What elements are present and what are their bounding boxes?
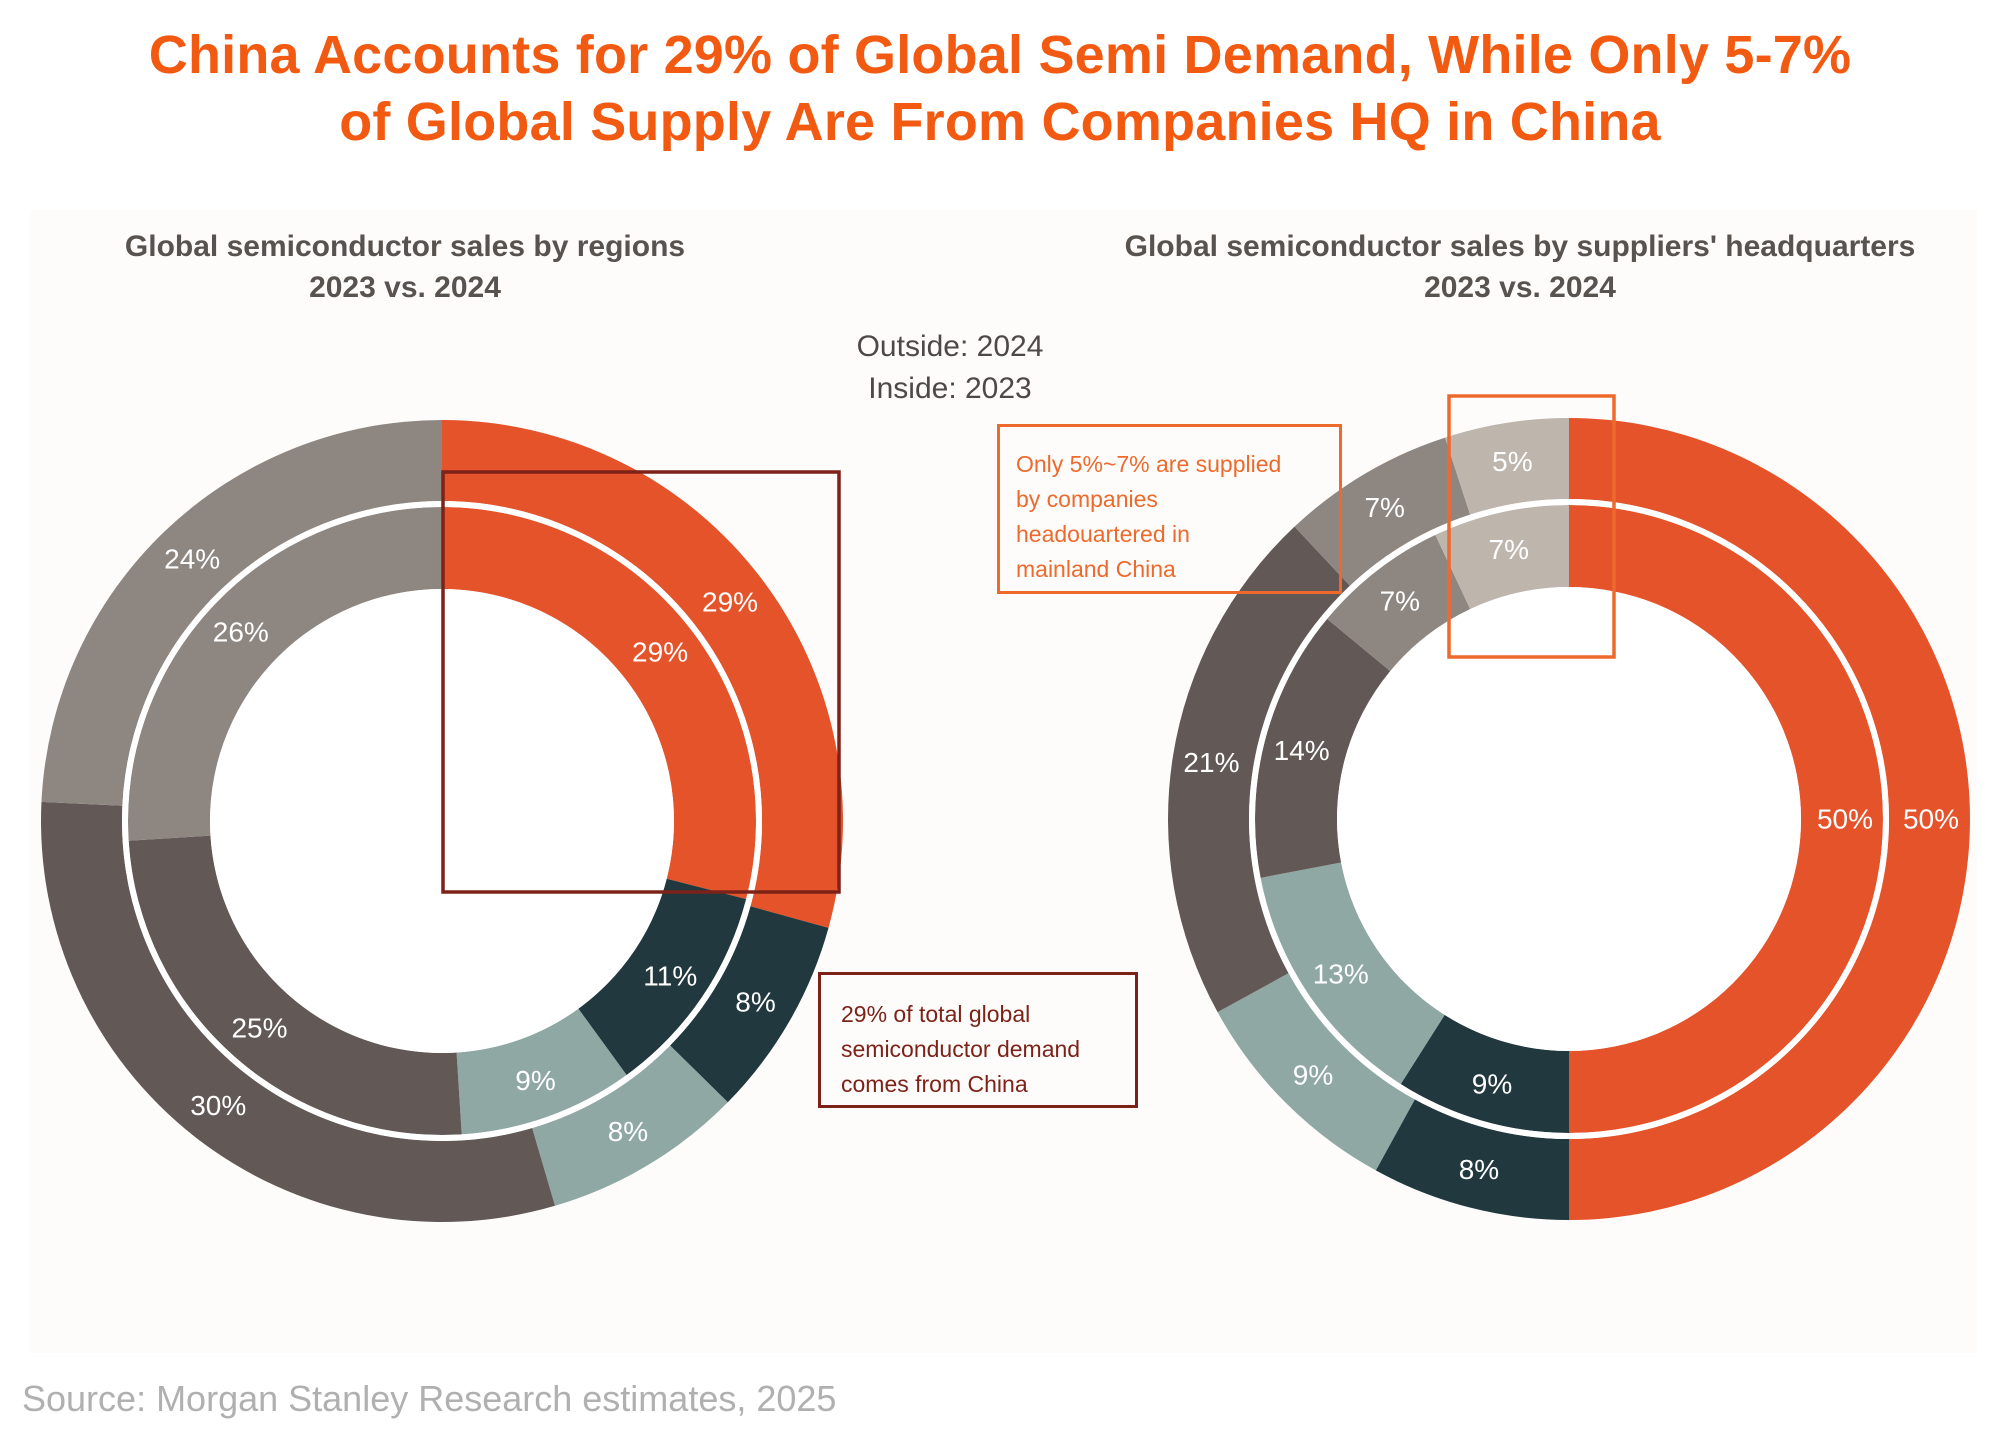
legend-outside: Outside: 2024 [856,330,1044,363]
slice-label: 14% [1274,735,1330,766]
slice-label: 21% [1183,747,1239,778]
slice-label: 8% [735,987,775,1018]
right-chart-title-line-1: Global semiconductor sales by suppliers'… [1124,230,1916,263]
donut-slice-mid-gray [127,507,442,841]
donut-slice-light-beige [1445,418,1569,515]
right-chart-title-line-2: 2023 vs. 2024 [1424,271,1616,304]
callout-line: semiconductor demand [841,1036,1081,1062]
main-title-line-2: of Global Supply Are From Companies HQ i… [339,92,1661,152]
slice-label: 29% [632,636,688,667]
main-title: China Accounts for 29% of Global Semi De… [0,22,2000,156]
donut-slice-dark-gray [1255,618,1391,878]
donut-slice-teal [456,1008,627,1135]
donut-slice-china [1569,418,1970,1220]
slice-label: 26% [213,617,269,648]
callout-line: 29% of total global [841,1001,1031,1027]
ring-outside-2024: 29% 8% 8% 30% 24% [41,420,843,1222]
right-chart-title: Global semiconductor sales by suppliers'… [1040,226,2000,308]
slice-label: 13% [1313,959,1369,990]
slice-label: 7% [1489,534,1529,565]
donut-slice-navy [1375,1099,1569,1220]
donut-slice-navy [1400,1014,1569,1133]
callout-line: mainland China [1016,556,1176,582]
china-demand-callout: 29% of total global semiconductor demand… [818,972,1138,1108]
callout-line: by companies [1016,486,1158,512]
donut-slice-teal [532,1045,728,1206]
slice-label: 9% [1293,1059,1333,1090]
slice-label: 11% [643,961,697,992]
callout-line: headouartered in [1016,521,1190,547]
ring-outside-2024: 50% 8% 9% 21% 7% 5% [1168,418,1970,1220]
donut-slice-dark-gray [128,835,462,1136]
legend-inside: Inside: 2023 [868,372,1032,405]
ring-inside-2023: 29% 11% 9% 25% 26% [127,507,756,1136]
donut-slice-dark-gray [41,801,555,1222]
left-chart-title-line-1: Global semiconductor sales by regions [124,230,686,263]
ring-separator [1249,499,1889,1139]
slice-label: 9% [515,1065,555,1096]
donut-slice-teal [1260,862,1445,1085]
donut-slice-mid-gray [1294,437,1471,586]
main-title-line-1: China Accounts for 29% of Global Semi De… [148,25,1852,85]
slice-label: 30% [190,1090,246,1121]
slice-label: 7% [1380,585,1420,616]
slice-label: 8% [1459,1154,1499,1185]
callout-line: comes from China [841,1071,1028,1097]
callout-line: Only 5%~7% are supplied [1016,451,1282,477]
donut-slice-light-beige [1435,505,1569,610]
slice-label: 50% [1817,804,1873,835]
slice-label: 5% [1492,446,1532,477]
slice-label: 50% [1903,804,1959,835]
source-note: Source: Morgan Stanley Research estimate… [22,1378,837,1419]
china-supply-callout: Only 5%~7% are supplied by companies hea… [997,424,1342,594]
donut-slice-mid-gray [41,420,443,806]
left-chart-title-line-2: 2023 vs. 2024 [309,271,501,304]
regions-donut: 29% 8% 8% 30% 24% 29% 11% 9% 25% 26% [41,420,843,1222]
donut-slice-teal [1217,973,1415,1171]
left-chart-title: Global semiconductor sales by regions 20… [30,226,780,308]
slice-label: 7% [1364,492,1404,523]
china-demand-highlight-box [441,470,841,894]
donut-slice-china [442,507,756,900]
slice-label: 9% [1472,1069,1512,1100]
donut-slice-navy [578,878,747,1076]
slice-label: 8% [608,1116,648,1147]
slice-label: 25% [231,1013,287,1044]
slice-label: 24% [164,544,220,575]
slice-label: 29% [702,586,758,617]
donut-slice-navy [670,906,829,1103]
ring-inside-2023: 50% 9% 13% 14% 7% 7% [1255,505,1883,1133]
china-supply-highlight-box [1447,394,1616,659]
hq-donut: 50% 8% 9% 21% 7% 5% 50% 9% 13% 14% 7% 7% [1168,418,1970,1220]
donut-slice-dark-gray [1168,526,1350,1013]
donut-slice-mid-gray [1327,534,1471,672]
donut-slice-china [1569,505,1883,1133]
ring-legend: Outside: 2024 Inside: 2023 [800,326,1100,410]
donut-hole [1337,587,1801,1051]
